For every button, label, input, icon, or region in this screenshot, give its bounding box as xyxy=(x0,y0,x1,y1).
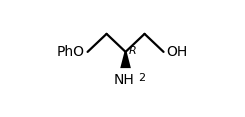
Polygon shape xyxy=(120,52,131,68)
Text: OH: OH xyxy=(166,45,188,59)
Text: NH: NH xyxy=(113,73,134,88)
Text: PhO: PhO xyxy=(57,45,85,59)
Text: 2: 2 xyxy=(138,73,145,83)
Text: R: R xyxy=(128,46,136,56)
